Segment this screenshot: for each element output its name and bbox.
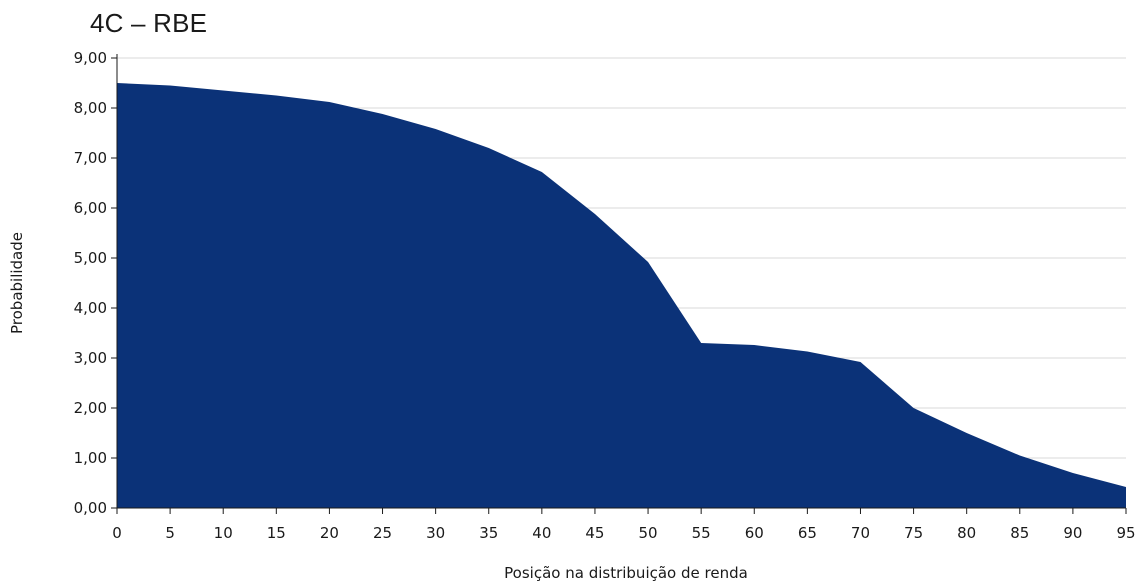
x-tick-label: 65 [798, 524, 817, 542]
x-tick-label: 85 [1010, 524, 1029, 542]
y-tick-label: 8,00 [74, 99, 107, 117]
y-tick-label: 9,00 [74, 49, 107, 67]
x-tick-label: 90 [1063, 524, 1082, 542]
x-tick-label: 55 [692, 524, 711, 542]
x-axis-label: Posição na distribuição de renda [504, 564, 748, 582]
y-tick-label: 4,00 [74, 299, 107, 317]
x-tick-label: 25 [373, 524, 392, 542]
y-tick-label: 6,00 [74, 199, 107, 217]
chart-title: 4C – RBE [90, 8, 208, 38]
y-axis-label: Probabilidade [8, 232, 26, 334]
y-tick-label: 7,00 [74, 149, 107, 167]
axes [116, 54, 1126, 509]
y-tick-label: 3,00 [74, 349, 107, 367]
x-tick-label: 15 [267, 524, 286, 542]
x-tick-label: 80 [957, 524, 976, 542]
x-tick-label: 50 [639, 524, 658, 542]
x-tick-label: 70 [851, 524, 870, 542]
x-tick-label: 35 [479, 524, 498, 542]
x-tick-label: 75 [904, 524, 923, 542]
x-tick-label: 60 [745, 524, 764, 542]
y-tick-label: 5,00 [74, 249, 107, 267]
y-axis-ticks: 0,00 1,00 2,00 3,00 4,00 5,00 6,00 7,00 8,00 9,00 [74, 49, 117, 517]
x-tick-label: 45 [585, 524, 604, 542]
x-tick-label: 0 [112, 524, 122, 542]
area-series [117, 83, 1126, 508]
x-tick-label: 10 [214, 524, 233, 542]
y-tick-label: 0,00 [74, 499, 107, 517]
y-tick-label: 2,00 [74, 399, 107, 417]
x-axis-ticks: 0 5 10 15 20 25 30 35 40 45 50 55 60 65 70 75 80 85 90 95 [112, 508, 1136, 542]
y-tick-label: 1,00 [74, 449, 107, 467]
x-tick-label: 95 [1116, 524, 1135, 542]
x-tick-label: 40 [532, 524, 551, 542]
x-tick-label: 20 [320, 524, 339, 542]
x-tick-label: 30 [426, 524, 445, 542]
x-tick-label: 5 [165, 524, 175, 542]
area-fill [117, 83, 1126, 508]
